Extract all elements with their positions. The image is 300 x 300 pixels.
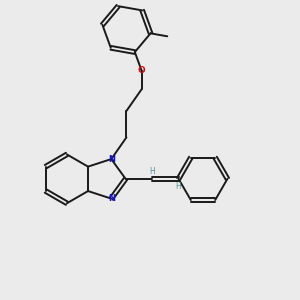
Text: O: O — [138, 66, 146, 75]
Text: H: H — [176, 182, 182, 191]
Text: H: H — [149, 167, 155, 176]
Text: N: N — [108, 194, 115, 203]
Text: N: N — [108, 154, 115, 164]
